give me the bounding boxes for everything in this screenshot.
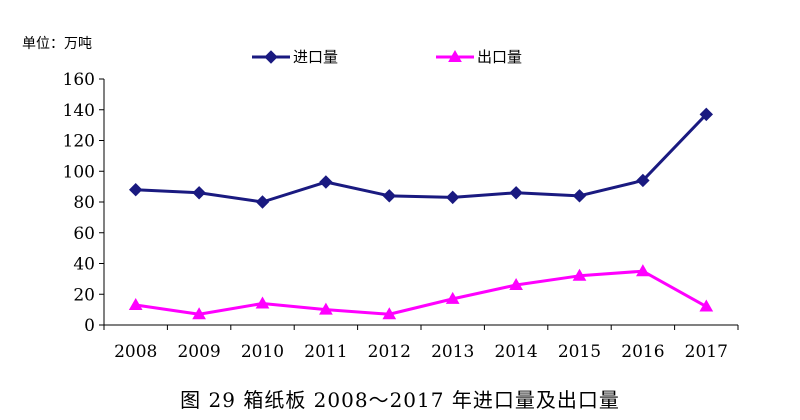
x-tick-label: 2014 <box>494 342 537 362</box>
axes: 0 20 40 60 80 100 120 140 160 2008 2009 2010 2011 201… <box>63 70 739 362</box>
data-point <box>192 186 206 200</box>
legend-item-export: 出口量 <box>436 48 522 66</box>
data-point <box>192 307 206 320</box>
x-tick-label: 2008 <box>114 342 157 362</box>
y-tick-label: 120 <box>63 132 95 152</box>
data-point <box>319 175 333 189</box>
x-tick-label: 2011 <box>304 342 347 362</box>
series-export <box>128 264 714 320</box>
data-point <box>255 195 270 209</box>
figure-caption: 图 29 箱纸板 2008～2017 年进口量及出口量 <box>180 388 620 412</box>
data-point <box>255 296 270 309</box>
data-point <box>509 278 523 291</box>
y-tick-label: 20 <box>73 285 95 305</box>
series-import <box>128 107 714 209</box>
data-point <box>319 302 333 315</box>
series-layer <box>128 107 714 320</box>
data-point <box>636 173 650 188</box>
data-point <box>128 182 143 197</box>
legend-item-import: 进口量 <box>252 48 338 66</box>
unit-label: 单位：万吨 <box>22 36 92 52</box>
x-tick-label: 2017 <box>685 342 728 362</box>
y-tick-label: 0 <box>84 316 95 336</box>
legend-label: 出口量 <box>477 48 522 66</box>
y-tick-label: 160 <box>63 70 95 90</box>
data-point <box>699 107 714 122</box>
series-line <box>135 113 708 204</box>
x-tick-label: 2010 <box>241 342 284 362</box>
data-point <box>509 186 523 200</box>
x-tick-label: 2012 <box>368 342 411 362</box>
data-point <box>382 189 397 203</box>
legend-marker <box>264 50 278 64</box>
data-point <box>699 299 714 312</box>
data-point <box>445 291 460 304</box>
data-point <box>382 307 397 320</box>
data-point <box>128 298 143 311</box>
x-tick-label: 2016 <box>621 342 664 362</box>
x-tick-label: 2015 <box>558 342 601 362</box>
legend: 进口量 出口量 <box>252 48 522 66</box>
x-tick-label: 2009 <box>177 342 220 362</box>
data-point <box>572 268 587 281</box>
data-point <box>636 264 650 277</box>
data-point <box>572 189 587 203</box>
y-tick-label: 60 <box>73 224 95 244</box>
data-point <box>445 190 460 205</box>
y-tick-label: 80 <box>73 193 95 213</box>
legend-label: 进口量 <box>293 48 338 66</box>
y-tick-label: 40 <box>73 255 95 275</box>
y-tick-label: 100 <box>63 162 95 182</box>
x-tick-label: 2013 <box>431 342 474 362</box>
y-tick-label: 140 <box>63 101 95 121</box>
legend-marker <box>448 49 462 62</box>
series-line <box>135 269 708 316</box>
